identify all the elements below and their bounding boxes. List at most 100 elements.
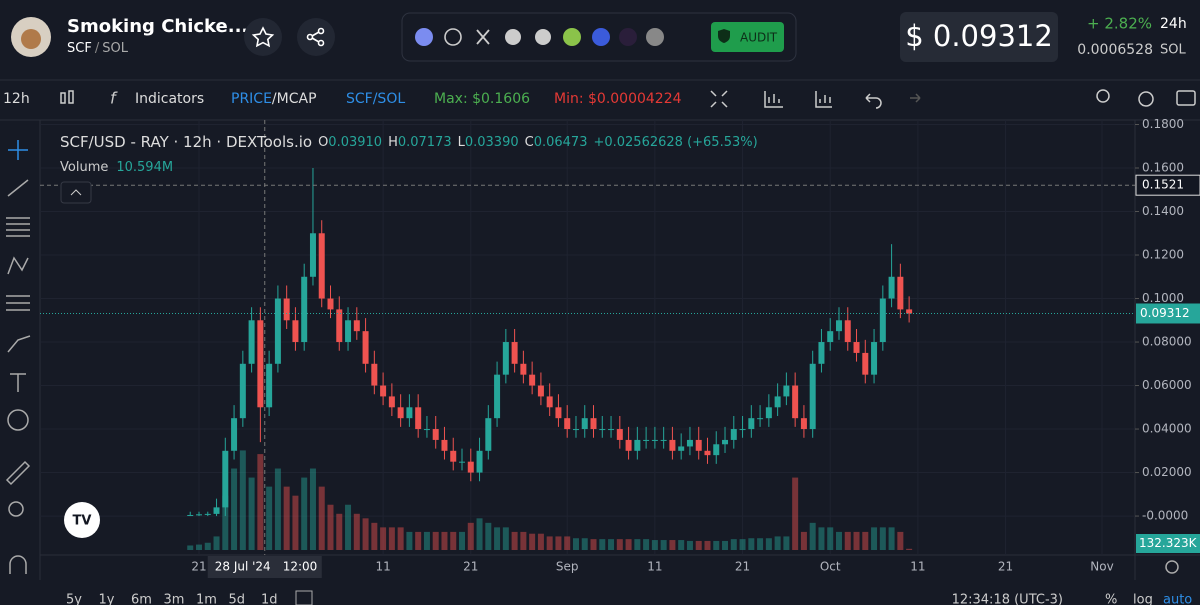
line-tool[interactable] [7,179,29,197]
bars-icon-2[interactable] [815,91,832,108]
zoom-icon[interactable] [1096,89,1110,103]
text-tool[interactable] [10,373,26,392]
range-button[interactable]: 1m [196,593,217,605]
candle-body [204,513,211,515]
brush-tool[interactable] [7,335,31,353]
price: $ 0.09312 [905,19,1053,53]
volume-bar [362,518,369,550]
camera-icon[interactable] [1176,90,1196,106]
volume-bar [879,527,886,550]
pattern-tool[interactable] [7,256,29,275]
candle-body [564,418,571,430]
auto-toggle[interactable]: auto [1163,593,1192,605]
range-button[interactable]: 3m [164,593,185,605]
range-button[interactable]: 5y [66,593,82,605]
volume-bar [608,539,615,550]
indicators[interactable]: Indicators [135,91,204,107]
icon[interactable] [619,28,637,46]
icon[interactable] [415,28,433,46]
footer: 5y 1y 6m 3m 1m 5d 1d [66,590,313,605]
candle-body [450,450,457,462]
mcap-toggle[interactable]: /MCAP [272,91,317,107]
projection-tool[interactable] [6,295,30,311]
candle-body [546,396,553,408]
plot: 0.1800 0.1600 0.1400 0.1200 0.1000 0.08000 0.0… [40,117,1200,578]
volume-bar [467,522,474,550]
bars-icon[interactable] [764,91,783,108]
cross-tool[interactable] [8,140,28,160]
axis-settings[interactable] [1165,560,1179,574]
icon[interactable] [505,29,521,45]
candle-body [888,276,895,299]
candle-body [862,352,869,375]
c-value: 0.06473 [534,135,588,150]
price-mcap[interactable]: PRICE/MCAP [231,91,317,107]
volume-bar [327,504,334,550]
crosshair-time: 12:00 [283,560,318,574]
x-tick-label: 11 [647,560,662,574]
candle-body [686,439,693,447]
candle-body [879,298,886,343]
volume-bar [239,450,246,550]
volume-bar [441,531,448,550]
candle-body [695,439,702,451]
volume-bar [520,531,527,550]
volume-bar [336,513,343,550]
star-button[interactable] [244,18,282,56]
range-button[interactable]: 6m [131,593,152,605]
magnet-tool[interactable] [9,555,27,574]
range-button[interactable]: 1y [99,593,115,605]
share-button[interactable] [297,18,335,56]
volume-bar [809,522,816,550]
range-button[interactable]: 1d [261,593,278,605]
last-volume: 132.323K [1139,536,1198,550]
volume-bar [853,531,860,550]
c-label: C [525,135,534,150]
price-box [900,12,1058,62]
emoji-tool[interactable] [7,409,29,431]
y-tick-label: 0.06000 [1142,378,1192,392]
redo-icon[interactable] [910,93,921,103]
icon[interactable] [592,28,610,46]
icon[interactable] [563,28,581,46]
icon[interactable] [646,28,664,46]
candle-body [222,450,229,508]
zoom-tool[interactable] [8,501,24,517]
icon[interactable] [444,28,462,46]
collapse-button[interactable] [60,181,92,204]
candle-body [406,407,413,419]
candle-body [853,342,860,353]
log-toggle[interactable]: log [1133,593,1153,605]
price-toggle[interactable]: PRICE [231,91,272,107]
range-button[interactable]: 5d [229,593,246,605]
volume-bar [704,540,711,550]
fib-tool[interactable] [6,217,30,237]
change-value: +0.02562628 (+65.53%) [593,135,757,150]
candle-icon[interactable] [60,90,74,104]
interval[interactable]: 12h [3,91,30,107]
pair-toggle[interactable]: SCF/SOL [346,91,405,107]
candle-body [590,418,597,430]
candle-body [520,363,527,375]
settings-icon[interactable] [1138,91,1154,107]
candle-body [441,439,448,451]
tv-logo[interactable] [64,502,100,538]
audit-button[interactable] [711,22,784,52]
candle-body [380,385,387,397]
l-value: 0.03390 [465,135,519,150]
candle-body [371,363,378,386]
volume-bar [599,539,606,550]
ruler-tool[interactable] [5,460,31,486]
icon[interactable] [476,29,490,45]
candle-body [362,331,369,364]
icon[interactable] [535,29,551,45]
candle-body [581,418,588,430]
percent-toggle[interactable]: % [1105,593,1117,605]
fullscreen-icon[interactable] [710,90,728,108]
candle-body [529,374,536,386]
undo-icon[interactable] [865,93,882,109]
volume-value: 10.594M [116,160,173,175]
last-volume-tag [1136,534,1200,553]
candle-body [871,342,878,375]
y-tick-label: 0.08000 [1142,335,1192,349]
